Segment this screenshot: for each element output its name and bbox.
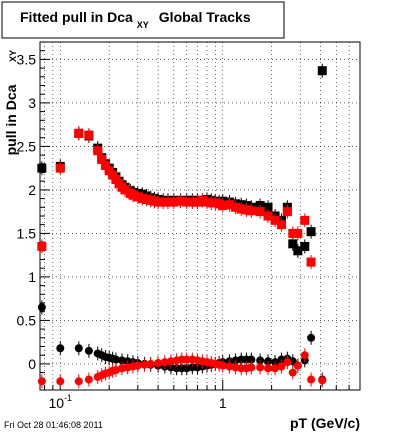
data-point-square [300,241,310,251]
axis-tick-labels: 0 0.5 1 1.5 2 2.5 3 3.5 10-1 1 [17,51,227,411]
data-point-square [55,163,65,173]
title-subscript: XY [137,20,149,30]
data-point-circle [307,375,316,384]
data-point-square [153,197,163,207]
data-point-square [169,197,179,207]
data-point-circle [56,344,65,353]
x-axis-label: pT (GeV/c) [290,415,360,431]
data-point-circle [271,364,280,373]
data-point-square [255,207,265,217]
data-point-square [182,197,192,207]
data-point-square [317,66,327,76]
data-point-circle [247,355,256,364]
data-point-circle [277,362,286,371]
data-point-square [241,205,251,215]
data-point-square [197,195,207,205]
data-point-square [236,204,246,214]
data-point-square [276,220,286,230]
x-tick-label: 1 [219,395,227,411]
data-point-circle [160,358,169,367]
title-frame [1,1,285,39]
data-point-circle [154,359,163,368]
data-point-circle [111,365,120,374]
y-tick-label: 1.5 [17,225,37,241]
chart-title-box: Fitted pull in Dca XY Global Tracks [1,1,285,39]
data-point-circle [140,360,149,369]
data-point-circle [146,359,155,368]
data-point-circle [74,377,83,386]
data-point-circle [307,333,316,342]
title-main: Fitted pull in Dca [20,9,133,25]
data-point-square [128,190,138,200]
data-point-circle [218,361,227,370]
data-point-circle [182,355,191,364]
data-point-square [93,146,103,156]
data-point-circle [111,355,120,364]
data-point-circle [225,362,234,371]
y-tick-label: 3.5 [17,51,37,67]
y-tick-label: 0 [28,356,36,372]
data-point-square [176,196,186,206]
data-marks [37,63,327,389]
data-point-square [263,211,273,221]
y-tick-label: 0.5 [17,312,37,328]
y-tick-label: 3 [28,95,36,111]
data-point-circle [300,351,309,360]
data-point-square [224,200,234,210]
y-tick-label: 1 [28,269,36,285]
data-point-square [293,246,303,256]
data-point-square [263,202,273,212]
data-point-square [300,215,310,225]
data-point-square [306,257,316,267]
x-tick-label: 10-1 [48,393,72,411]
data-point-circle [74,344,83,353]
data-point-circle [283,358,292,367]
data-point-square [270,215,280,225]
y-axis-label: pull in Dca [3,84,19,155]
timestamp-footer: Fri Oct 28 01:46:08 2011 [4,420,103,430]
data-point-circle [256,363,265,372]
data-point-square [101,161,111,171]
data-point-square [37,163,47,173]
y-axis-label-text: pull in Dca [3,84,19,155]
data-point-circle [318,376,327,385]
data-point-square [288,228,298,238]
data-point-circle [37,303,46,312]
data-point-square [158,197,168,207]
data-point-circle [247,363,256,372]
data-point-square [246,206,256,216]
data-point-square [187,197,197,207]
data-point-square [231,202,241,212]
y-tick-label: 2 [28,182,36,198]
y-tick-label: 2.5 [17,138,37,154]
data-point-circle [56,377,65,386]
data-point-square [133,192,143,202]
data-point-circle [293,361,302,370]
data-point-square [193,197,203,207]
y-axis-label-superscript: XY [8,50,18,62]
data-point-square [306,227,316,237]
data-point-circle [37,377,46,386]
data-point-square [120,185,130,195]
data-point-square [84,130,94,140]
chart-title: Fitted pull in Dca XY Global Tracks [20,9,251,30]
data-point-circle [264,364,273,373]
data-point-circle [288,368,297,377]
data-point-circle [84,346,93,355]
data-point-square [74,128,84,138]
axis-ticks [40,41,361,390]
title-suffix: Global Tracks [159,9,251,25]
data-point-square [97,154,107,164]
data-point-circle [84,375,93,384]
data-point-circle [133,361,142,370]
data-point-square [282,207,292,217]
data-point-square [218,201,228,211]
data-point-square [293,228,303,238]
data-point-square [288,239,298,249]
data-point-square [163,197,173,207]
data-point-square [37,241,47,251]
